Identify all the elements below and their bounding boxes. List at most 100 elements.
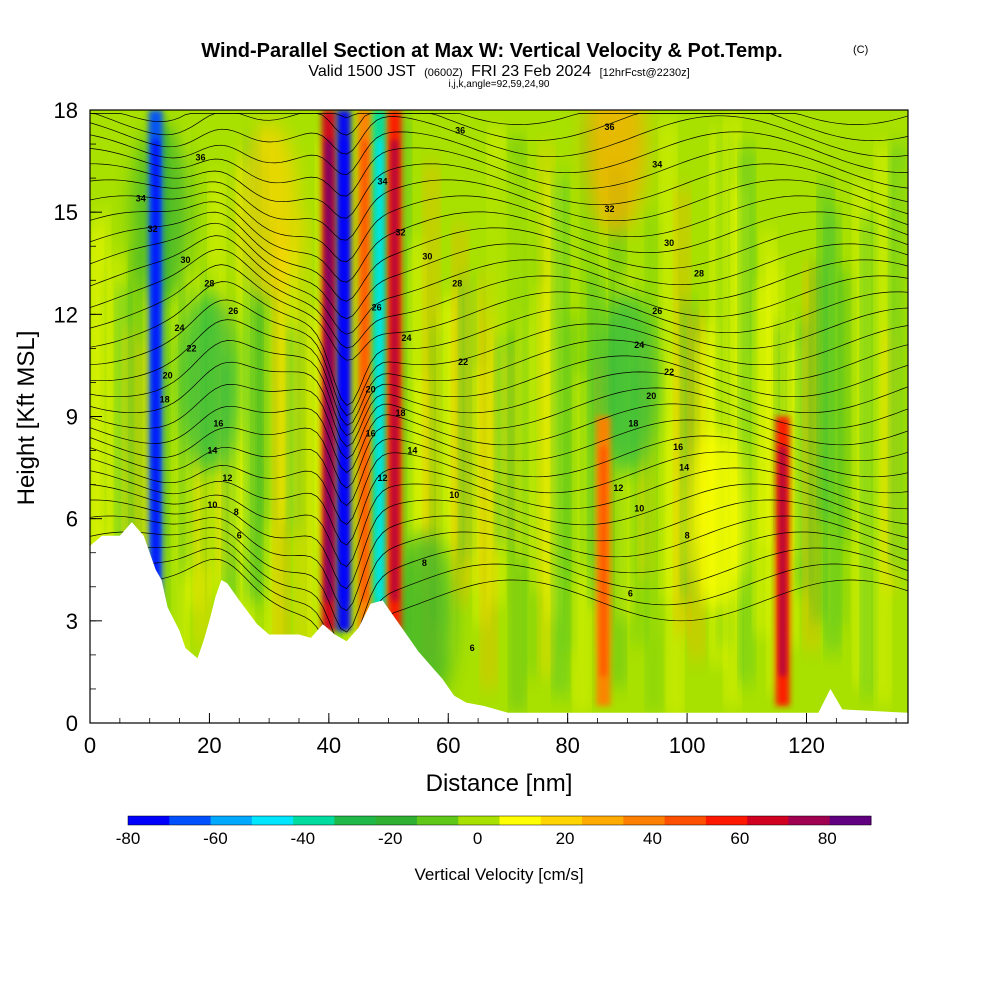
isentrope-label: 16 [213,418,223,428]
field-band [584,118,594,568]
field-band [104,275,114,523]
y-tick-label: 3 [66,609,78,634]
field-band [90,229,100,621]
isentrope-label: 16 [366,429,376,439]
colorbar-swatch [664,816,707,825]
plot-area: 3634323028262422201816141210863436323028… [90,110,908,723]
y-tick-label: 6 [66,507,78,532]
field-band [878,144,888,704]
isentrope-label: 26 [372,303,382,313]
y-tick-label: 12 [54,302,78,327]
isentrope-label: 18 [160,394,170,404]
updraft-core-center [376,140,383,602]
isentrope-label: 34 [136,194,146,204]
isentrope-label: 10 [207,500,217,510]
isentrope-line [90,249,908,349]
isentrope-label: 26 [652,306,662,316]
field-band [283,245,294,522]
field-band [648,212,659,713]
isentrope-label: 20 [646,391,656,401]
field-patch [597,292,658,473]
field-patch [686,428,747,609]
field-band [161,155,172,563]
isentrope-line [90,537,908,654]
isentrope-label: 32 [604,204,614,214]
field-band [591,275,602,601]
x-tick-label: 0 [84,733,96,758]
y-tick-label: 18 [54,98,78,123]
isentrope-line [90,264,908,361]
field-band [577,374,587,715]
field-band [570,317,580,580]
field-band [641,337,652,579]
isentrope-label: 20 [366,384,376,394]
isentrope-label: 28 [452,279,462,289]
isentrope-line [90,299,908,416]
updraft-core-center [325,140,332,602]
field-band [541,143,551,676]
isentrope-label: 14 [407,446,417,456]
colorbar-title: Vertical Velocity [cm/s] [414,865,583,884]
x-tick-label: 60 [436,733,460,758]
field-band [132,247,143,696]
isentrope-line [90,147,908,197]
field-band [476,366,487,624]
colorbar-tick-label: 60 [730,829,749,848]
field-patch [179,292,240,473]
isentrope-label: 14 [207,446,217,456]
field-band [806,265,817,649]
x-tick-label: 80 [555,733,579,758]
field-band [684,301,695,598]
field-band [269,301,279,713]
isentrope-label: 8 [234,507,239,517]
isentrope-label: 6 [628,589,633,599]
colorbar-swatch [747,816,789,825]
colorbar-tick-label: -20 [378,829,403,848]
colorbar-swatch [623,816,666,825]
isentrope-line [90,467,908,546]
valid-utc: (0600Z) [424,67,463,79]
isentrope-line [90,419,908,489]
x-tick-label: 120 [788,733,825,758]
field-band [677,187,688,635]
field-band [849,265,860,575]
isentrope-label: 30 [181,255,191,265]
x-axis-title: Distance [nm] [426,770,573,797]
field-band [792,344,802,558]
isentrope-line [90,403,908,473]
isentrope-line [90,281,908,406]
field-band [290,327,301,529]
isentrope-line [90,451,908,525]
colorbar-swatch [829,816,872,825]
field-band [534,284,544,591]
field-band [727,116,738,708]
isentrope-lines [90,113,908,690]
field-band [827,209,838,653]
isentrope-line [90,211,908,302]
field-band [491,129,501,604]
isentrope-label: 24 [401,333,411,343]
isentrope-line [90,340,908,437]
isentrope-label: 8 [685,531,690,541]
field-band [111,255,122,662]
isentrope-line [90,191,908,263]
field-band [856,181,867,686]
field-patch [585,110,646,235]
field-patch [477,156,538,337]
field-band [670,356,680,719]
colorbar-swatch [705,816,748,825]
isentrope-line [90,179,908,241]
isentrope-label: 6 [237,531,242,541]
field-band [254,155,265,602]
field-band [197,344,208,645]
valid-date: FRI 23 Feb 2024 [471,63,591,80]
colorbar-swatch [582,816,624,825]
field-band [140,342,150,591]
updraft-core-center [391,140,398,602]
valid-time-line: Valid 1500 JST (0600Z) FRI 23 Feb 2024 [… [308,63,689,80]
field-band [527,233,537,677]
y-tick-label: 0 [66,711,78,736]
field-band [261,224,272,522]
field-band [663,122,673,602]
